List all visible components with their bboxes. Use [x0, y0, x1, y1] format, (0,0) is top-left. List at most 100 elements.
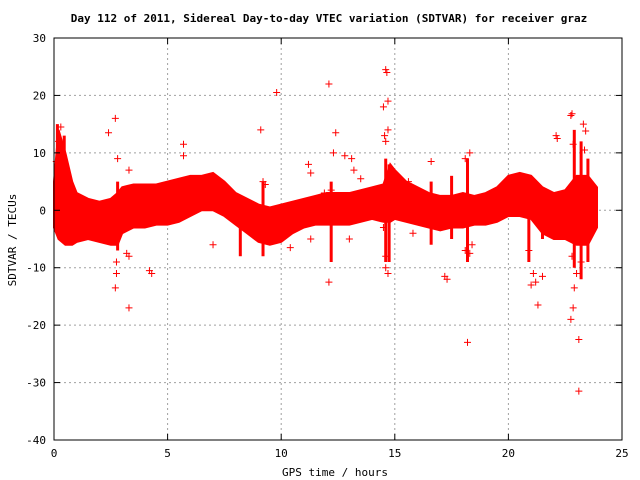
data-point	[325, 278, 333, 286]
data-point	[111, 284, 119, 292]
data-point	[577, 258, 585, 266]
data-point	[464, 338, 472, 346]
data-point	[581, 146, 589, 154]
data-point	[553, 135, 561, 142]
data-point	[325, 80, 333, 88]
data-point	[461, 246, 469, 254]
data-point	[112, 258, 120, 266]
x-tick-label: 10	[275, 447, 288, 460]
data-point	[569, 140, 577, 148]
data-point	[57, 123, 65, 131]
data-point	[348, 155, 356, 163]
y-tick-label: 0	[39, 204, 46, 217]
data-point	[350, 166, 358, 174]
data-point	[575, 387, 583, 395]
y-tick-label: 30	[33, 32, 46, 45]
data-point	[307, 235, 315, 243]
data-point	[114, 155, 122, 163]
data-point	[307, 169, 315, 177]
data-point	[112, 269, 120, 277]
data-point	[332, 129, 340, 137]
data-point	[125, 252, 133, 260]
data-point	[357, 175, 365, 183]
chart-title: Day 112 of 2011, Sidereal Day-to-day VTE…	[71, 12, 588, 25]
data-point	[568, 252, 576, 260]
x-tick-label: 25	[615, 447, 628, 460]
x-tick-label: 5	[164, 447, 171, 460]
data-point	[379, 103, 387, 111]
data-point	[286, 244, 294, 252]
data-point	[525, 246, 533, 254]
x-tick-label: 20	[502, 447, 515, 460]
data-point	[55, 137, 63, 145]
data-point	[125, 166, 133, 174]
axis-ticks: 0 5 10 15 20 25 -40 -30 -20 -10 0 10 20 30	[26, 32, 629, 460]
data-point	[466, 249, 474, 257]
data-point	[529, 269, 537, 277]
data-point	[382, 264, 390, 272]
data-point	[466, 149, 474, 157]
data-point	[579, 120, 587, 128]
grid-lines	[54, 38, 622, 440]
y-tick-label: -30	[26, 377, 46, 390]
data-point	[443, 275, 451, 283]
y-axis-label: SDTVAR / TECUs	[6, 194, 19, 287]
data-point	[567, 112, 575, 120]
data-point	[381, 132, 389, 140]
data-point	[345, 235, 353, 243]
data-point	[552, 132, 560, 140]
data-point	[180, 152, 188, 160]
data-point	[273, 89, 281, 97]
plot-frame	[53, 37, 623, 441]
data-point	[569, 304, 577, 312]
data-band	[53, 129, 599, 246]
data-point	[573, 269, 581, 277]
data-point	[568, 110, 576, 118]
x-tick-label: 0	[51, 447, 58, 460]
data-point	[382, 252, 390, 260]
y-tick-label: 20	[33, 89, 46, 102]
data-point	[384, 126, 392, 134]
data-point	[468, 241, 476, 249]
data-point	[364, 195, 372, 203]
data-point	[329, 149, 337, 157]
x-tick-label: 15	[388, 447, 401, 460]
data-point	[538, 272, 546, 280]
data-point	[457, 201, 465, 209]
y-tick-label: 10	[33, 147, 46, 160]
data-point	[570, 284, 578, 292]
data-point	[125, 304, 133, 312]
data-point	[382, 66, 390, 74]
x-axis-label: GPS time / hours	[282, 466, 388, 479]
data-point	[180, 140, 188, 148]
data-point	[261, 180, 269, 188]
y-tick-label: -10	[26, 262, 46, 275]
data-point	[327, 186, 335, 194]
data-point	[304, 160, 312, 168]
data-point	[567, 315, 575, 323]
data-point	[461, 155, 469, 163]
data-point	[527, 281, 535, 289]
data-point	[148, 269, 156, 277]
data-point	[111, 114, 119, 122]
data-point	[257, 126, 265, 134]
data-layer	[52, 66, 599, 395]
data-point	[409, 229, 417, 237]
data-point	[383, 68, 391, 76]
data-point	[382, 137, 390, 145]
y-tick-label: -20	[26, 319, 46, 332]
data-point	[384, 97, 392, 105]
data-point	[534, 301, 542, 309]
data-point	[384, 269, 392, 277]
data-point	[341, 152, 349, 160]
y-tick-label: -40	[26, 434, 46, 447]
data-point	[105, 129, 113, 137]
data-point	[575, 336, 583, 343]
data-point	[532, 278, 540, 286]
data-point	[379, 224, 387, 232]
data-point	[404, 178, 412, 186]
data-point	[582, 127, 590, 135]
data-point	[209, 241, 217, 249]
data-point	[427, 157, 435, 165]
